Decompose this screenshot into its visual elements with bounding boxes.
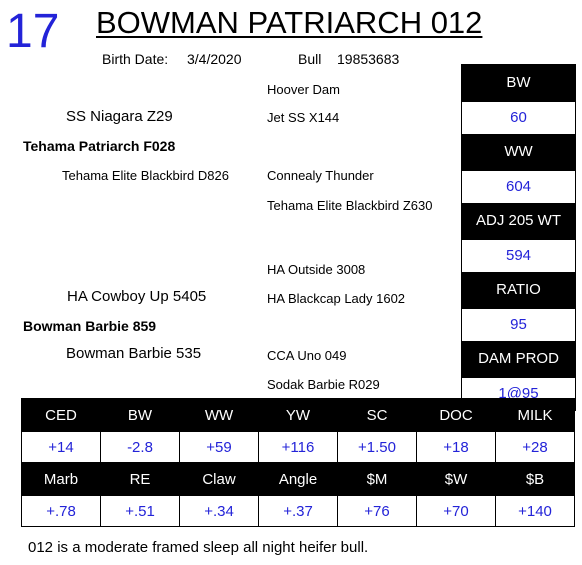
sire-dam: Tehama Elite Blackbird D826 [62,168,229,183]
lot-number: 17 [6,5,60,58]
epd-value: +14 [21,431,101,463]
epd-value: +28 [495,431,575,463]
dam: Bowman Barbie 859 [23,318,157,334]
epd-value: +70 [416,495,496,527]
epd-value: +.51 [100,495,180,527]
registration-number: 19853683 [337,51,400,67]
sire-sire-sire: Hoover Dam [267,82,340,97]
epd-label: WW [179,398,259,432]
epd-header-row: CED BW WW YW SC DOC MILK [21,398,575,432]
performance-label: DAM PROD [462,341,575,377]
epd-value-row: +14 -2.8 +59 +116 +1.50 +18 +28 [21,431,575,463]
performance-label: ADJ 205 WT [462,203,575,239]
epd-label: Marb [21,462,101,496]
epd-value: +59 [179,431,259,463]
performance-value: 95 [462,308,575,341]
epd-value: +.34 [179,495,259,527]
epd-label: MILK [495,398,575,432]
epd-label: $M [337,462,417,496]
dam-dam: Bowman Barbie 535 [66,345,202,362]
epd-value: +76 [337,495,417,527]
performance-box: BW 60 WW 604 ADJ 205 WT 594 RATIO 95 DAM… [461,64,576,411]
sire-sire: SS Niagara Z29 [66,108,173,125]
dam-sire-sire: HA Outside 3008 [267,262,366,277]
performance-label: BW [462,65,575,101]
epd-label: BW [100,398,180,432]
epd-label: Claw [179,462,259,496]
epd-value: +18 [416,431,496,463]
performance-value: 604 [462,170,575,203]
epd-label: $W [416,462,496,496]
sex: Bull [298,51,322,67]
dam-dam-sire: CCA Uno 049 [267,348,347,363]
epd-label: CED [21,398,101,432]
epd-label: Angle [258,462,338,496]
epd-label: $B [495,462,575,496]
birth-date-label: Birth Date: [102,51,169,67]
performance-label: RATIO [462,272,575,308]
epd-label: SC [337,398,417,432]
epd-label: RE [100,462,180,496]
animal-name: BOWMAN PATRIARCH 012 [96,5,483,40]
dam-sire-dam: HA Blackcap Lady 1602 [267,291,406,306]
sire-dam-sire: Connealy Thunder [267,168,374,183]
epd-label: YW [258,398,338,432]
epd-value: +140 [495,495,575,527]
sire-dam-dam: Tehama Elite Blackbird Z630 [267,198,433,213]
sire: Tehama Patriarch F028 [23,138,176,154]
epd-value: -2.8 [100,431,180,463]
epd-value: +.37 [258,495,338,527]
performance-label: WW [462,134,575,170]
performance-value: 60 [462,101,575,134]
epd-value: +.78 [21,495,101,527]
description-note: 012 is a moderate framed sleep all night… [28,539,369,556]
sire-sire-dam: Jet SS X144 [267,110,340,125]
epd-value-row: +.78 +.51 +.34 +.37 +76 +70 +140 [21,495,575,527]
dam-sire: HA Cowboy Up 5405 [67,288,207,305]
epd-header-row: Marb RE Claw Angle $M $W $B [21,462,575,496]
dam-dam-dam: Sodak Barbie R029 [267,377,380,392]
performance-value: 594 [462,239,575,272]
epd-label: DOC [416,398,496,432]
epd-value: +1.50 [337,431,417,463]
epd-table: CED BW WW YW SC DOC MILK +14 -2.8 +59 +1… [21,398,575,527]
birth-date: 3/4/2020 [187,51,242,67]
epd-value: +116 [258,431,338,463]
